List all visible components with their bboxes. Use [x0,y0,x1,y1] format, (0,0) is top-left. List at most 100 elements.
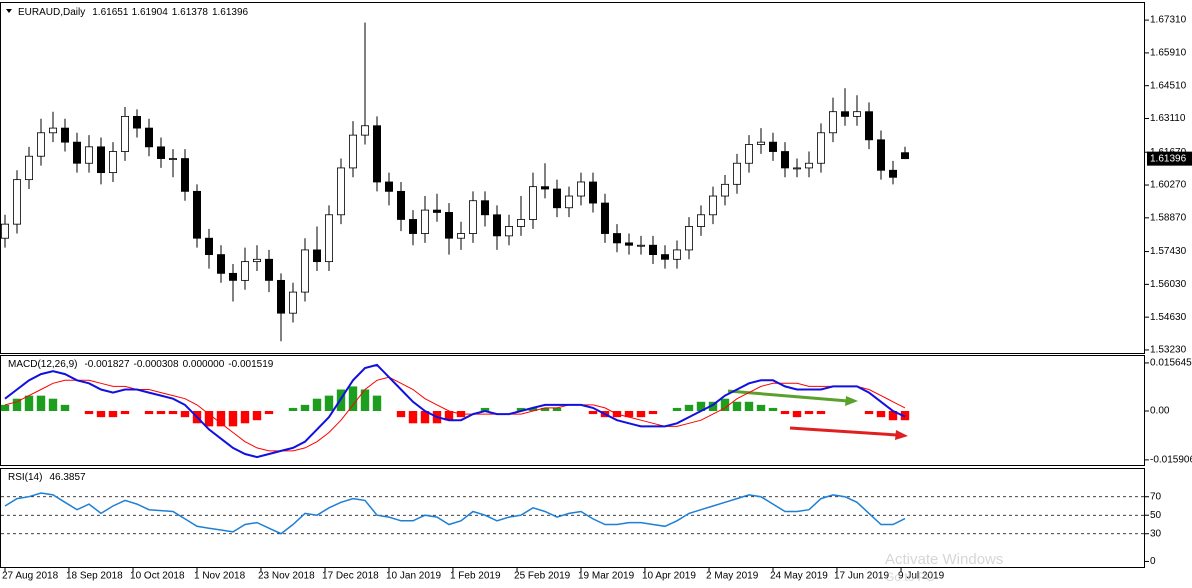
candle-body [192,190,201,239]
candle-body [312,249,321,263]
header-value: 1.61651 [92,7,129,18]
x-tick-label: 10 Apr 2019 [642,571,696,582]
current-price-label: 1.61396 [1150,153,1187,164]
candle-body [97,146,106,174]
candle-body [601,202,610,234]
candle-body [841,111,850,117]
candle-body [637,244,646,247]
histogram-bar [348,386,358,411]
header-value: -0.001519 [228,359,273,370]
histogram-bar [720,398,730,411]
candle-body [781,151,790,169]
candle-body [577,181,586,197]
candle-body [877,139,886,171]
histogram-bar [588,411,598,415]
candle-body [805,162,814,169]
macd-panel-frame [0,355,1145,466]
candle-body [0,223,9,239]
histogram-bar [96,411,106,418]
price-panel-frame [0,2,1145,354]
candle-body [889,169,898,178]
histogram-bar [648,411,658,415]
histogram-bar [516,407,526,411]
histogram-bar [696,401,706,411]
candle-body [829,111,838,134]
x-tick-label: 9 Jul 2019 [898,571,945,582]
histogram-bar [756,404,766,411]
histogram-bar [12,398,22,411]
x-tick-label: 23 Nov 2018 [258,571,315,582]
candle-body [517,219,526,227]
histogram-bar [108,411,118,418]
candle-body [456,233,465,239]
histogram-bar [252,411,262,421]
histogram-bar [24,395,34,411]
candle-body [745,144,754,164]
candle-body [408,219,417,234]
x-tick-label: 17 Jun 2019 [834,571,889,582]
candle-body [49,127,58,134]
candle-body [853,111,862,117]
candle-body [492,214,501,237]
y-tick-label: 50 [1150,510,1162,521]
candle-body [240,261,249,281]
x-tick-label: 17 Dec 2018 [322,571,379,582]
candle-body [685,226,694,251]
candle-body [793,167,802,170]
histogram-bar [120,411,130,415]
candle-body [541,186,550,190]
header-value: 1.61904 [132,7,169,18]
histogram-bar [636,411,646,418]
candle-body [144,127,153,148]
candle-body [300,249,309,293]
panel-title: RSI(14) [8,472,42,483]
y-tick-label: 1.57430 [1150,246,1187,257]
candle-body [324,214,333,263]
candle-body [565,195,574,209]
rsi-line [4,492,906,535]
candle-body [360,125,369,136]
candle-body [37,132,46,157]
candle-body [348,134,357,169]
candle-body [73,141,82,164]
histogram-bar [60,404,70,411]
candle-body [649,244,658,256]
candle-body [721,183,730,197]
candle-body [673,249,682,260]
y-tick-label: 0.00 [1150,406,1170,417]
histogram-bar [156,411,166,415]
candle-body [468,200,477,234]
y-tick-label: 1.65910 [1150,48,1187,59]
histogram-bar [780,411,790,415]
y-tick-label: 1.60270 [1150,180,1187,191]
candle-body [661,254,670,260]
x-tick-label: 18 Sep 2018 [66,571,123,582]
candle-body [733,162,742,185]
histogram-bar [0,404,10,411]
histogram-bar [876,411,886,418]
histogram-bar [204,411,214,427]
histogram-bar [732,401,742,411]
histogram-bar [444,411,454,421]
candle-body [709,195,718,216]
x-tick-label: 1 Nov 2018 [194,571,246,582]
panel-menu-arrow[interactable] [6,9,12,13]
histogram-bar [360,389,370,411]
histogram-bar [744,401,754,411]
histogram-bar [48,398,58,411]
histogram-bar [36,395,46,411]
candle-body [504,226,513,237]
candle-body [901,152,910,160]
candle-body [553,188,562,209]
histogram-bar [372,395,382,411]
candle-body [589,181,598,204]
panel-header: MACD(12,26,9) -0.001827 -0.000308 0.000000-… [8,359,274,370]
candle-body [480,200,489,216]
panel-title: EURAUD,Daily [18,7,85,18]
trend-arrow-red [789,426,908,440]
candle-body [336,167,345,216]
histogram-bar [180,411,190,418]
current-price-box [1147,151,1192,166]
histogram-bar [888,411,898,421]
candle-body [817,132,826,164]
